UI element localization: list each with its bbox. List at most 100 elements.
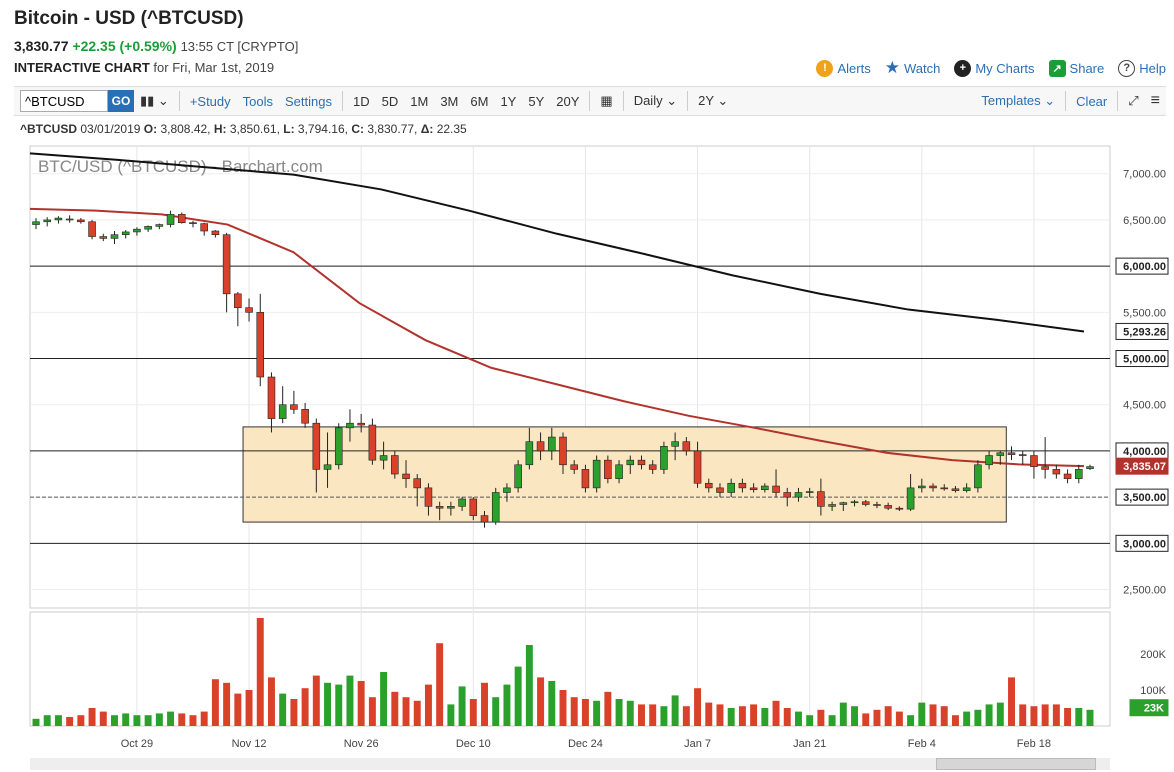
volume-bar bbox=[111, 715, 118, 726]
settings-button[interactable]: Settings bbox=[285, 93, 332, 109]
period-value: 2Y bbox=[698, 93, 714, 108]
volume-bar bbox=[873, 709, 881, 726]
candle-down bbox=[200, 223, 208, 232]
candle-down bbox=[682, 441, 691, 452]
x-tick-label: Jan 7 bbox=[684, 738, 711, 750]
range-20y[interactable]: 20Y bbox=[556, 93, 580, 109]
range-3m[interactable]: 3M bbox=[440, 93, 459, 109]
price-flag: 5,293.26 bbox=[1115, 322, 1169, 340]
candle-down bbox=[301, 409, 309, 424]
candle-down bbox=[469, 498, 478, 516]
period-select[interactable]: 2Y ⌄ bbox=[698, 93, 729, 108]
volume-bar bbox=[458, 686, 466, 726]
ohlc-high-label: H: bbox=[213, 122, 227, 136]
help-icon: ? bbox=[1118, 59, 1136, 77]
volume-bar bbox=[256, 618, 264, 726]
volume-bar bbox=[133, 715, 141, 726]
candle-down bbox=[1041, 466, 1049, 470]
price-flag: 6,000.00 bbox=[1115, 257, 1169, 275]
candle-type-icon[interactable]: ▮▮ ⌄ bbox=[140, 93, 169, 108]
candle-down bbox=[817, 491, 825, 507]
price-flag-box bbox=[1115, 534, 1169, 552]
volume-bar bbox=[144, 715, 152, 726]
chart-scrollbar[interactable] bbox=[30, 758, 1110, 770]
expand-icon[interactable]: ⤢ bbox=[1128, 93, 1139, 108]
watch-link[interactable]: ★ Watch bbox=[885, 58, 941, 78]
candle-down bbox=[940, 487, 949, 490]
candle-down bbox=[581, 469, 590, 489]
study-button[interactable]: +Study bbox=[189, 93, 231, 109]
price-flag-label: 6,000.00 bbox=[1123, 261, 1166, 273]
clear-button[interactable]: Clear bbox=[1076, 93, 1108, 109]
volume-tick-label: 100K bbox=[1140, 685, 1166, 697]
star-icon: ★ bbox=[884, 58, 900, 77]
volume-bar bbox=[1086, 709, 1094, 726]
candle-down bbox=[772, 485, 780, 493]
volume-bar bbox=[200, 711, 208, 726]
volume-bar bbox=[167, 711, 175, 726]
range-1d[interactable]: 1D bbox=[353, 93, 370, 109]
scrollbar-thumb[interactable] bbox=[936, 758, 1096, 770]
volume-bar bbox=[481, 682, 488, 726]
ohlc-readout: ^BTCUSD 03/01/2019 O: 3,808.42, H: 3,850… bbox=[20, 122, 467, 136]
interval-select[interactable]: Daily ⌄ bbox=[633, 93, 678, 108]
tools-button[interactable]: Tools bbox=[242, 93, 274, 109]
candle-down bbox=[738, 482, 747, 489]
candle-down bbox=[1052, 469, 1061, 475]
volume-bar bbox=[996, 702, 1004, 726]
candle-up bbox=[805, 491, 814, 493]
volume-bar bbox=[817, 709, 825, 726]
share-link[interactable]: ↗ Share bbox=[1048, 58, 1104, 78]
candle-up bbox=[525, 441, 534, 466]
volume-bar bbox=[705, 702, 713, 726]
x-tick-label: Jan 21 bbox=[793, 738, 826, 750]
volume-bar bbox=[649, 704, 657, 726]
volume-bar bbox=[974, 709, 982, 726]
volume-bar bbox=[985, 704, 993, 726]
page-title: Bitcoin - USD (^BTCUSD) bbox=[14, 8, 244, 29]
templates-label: Templates bbox=[981, 93, 1041, 108]
y-tick-label: 5,500.00 bbox=[1123, 307, 1166, 319]
price-flag-box bbox=[1115, 457, 1169, 475]
help-link[interactable]: ? Help bbox=[1118, 58, 1166, 78]
alerts-link[interactable]: ! Alerts bbox=[816, 58, 871, 78]
range-1m[interactable]: 1M bbox=[410, 93, 429, 109]
symbol-input[interactable] bbox=[20, 90, 108, 112]
range-1y[interactable]: 1Y bbox=[500, 93, 517, 109]
candle-up bbox=[592, 459, 601, 489]
y-tick-label: 2,500.00 bbox=[1123, 585, 1166, 597]
range-6m[interactable]: 6M bbox=[470, 93, 489, 109]
x-tick-label: Feb 18 bbox=[1017, 738, 1051, 750]
volume-bar bbox=[290, 699, 298, 726]
candle-up bbox=[548, 436, 556, 452]
candle-down bbox=[189, 222, 197, 224]
price-plot-frame bbox=[29, 145, 1111, 609]
share-icon: ↗ bbox=[1048, 59, 1066, 77]
candle-up bbox=[133, 228, 141, 233]
range-5y[interactable]: 5Y bbox=[528, 93, 545, 109]
my-charts-link[interactable]: + My Charts bbox=[954, 58, 1035, 78]
range-5d[interactable]: 5D bbox=[381, 93, 399, 109]
help-label: Help bbox=[1139, 60, 1166, 76]
volume-bar bbox=[279, 693, 287, 726]
volume-bar bbox=[851, 706, 859, 726]
price-flag-label: 3,835.07 bbox=[1123, 461, 1166, 473]
menu-icon[interactable]: ≡ bbox=[1150, 92, 1160, 109]
price-flag: 4,000.00 bbox=[1115, 442, 1169, 460]
candle-up bbox=[974, 464, 982, 489]
price-flag-label: 3,500.00 bbox=[1123, 492, 1166, 504]
volume-bar bbox=[750, 704, 758, 726]
go-button[interactable]: GO bbox=[108, 90, 134, 112]
candle-up bbox=[458, 498, 466, 507]
templates-select[interactable]: Templates ⌄ bbox=[981, 93, 1056, 108]
alerts-label: Alerts bbox=[837, 60, 871, 76]
candle-down bbox=[929, 485, 937, 489]
candle-down bbox=[256, 312, 265, 378]
candle-down bbox=[648, 464, 657, 470]
calendar-icon[interactable]: ▦ bbox=[600, 93, 613, 108]
candle-up bbox=[962, 487, 971, 491]
price-flag-box bbox=[1115, 257, 1169, 275]
volume-bar bbox=[918, 702, 926, 726]
volume-bar bbox=[122, 713, 130, 726]
